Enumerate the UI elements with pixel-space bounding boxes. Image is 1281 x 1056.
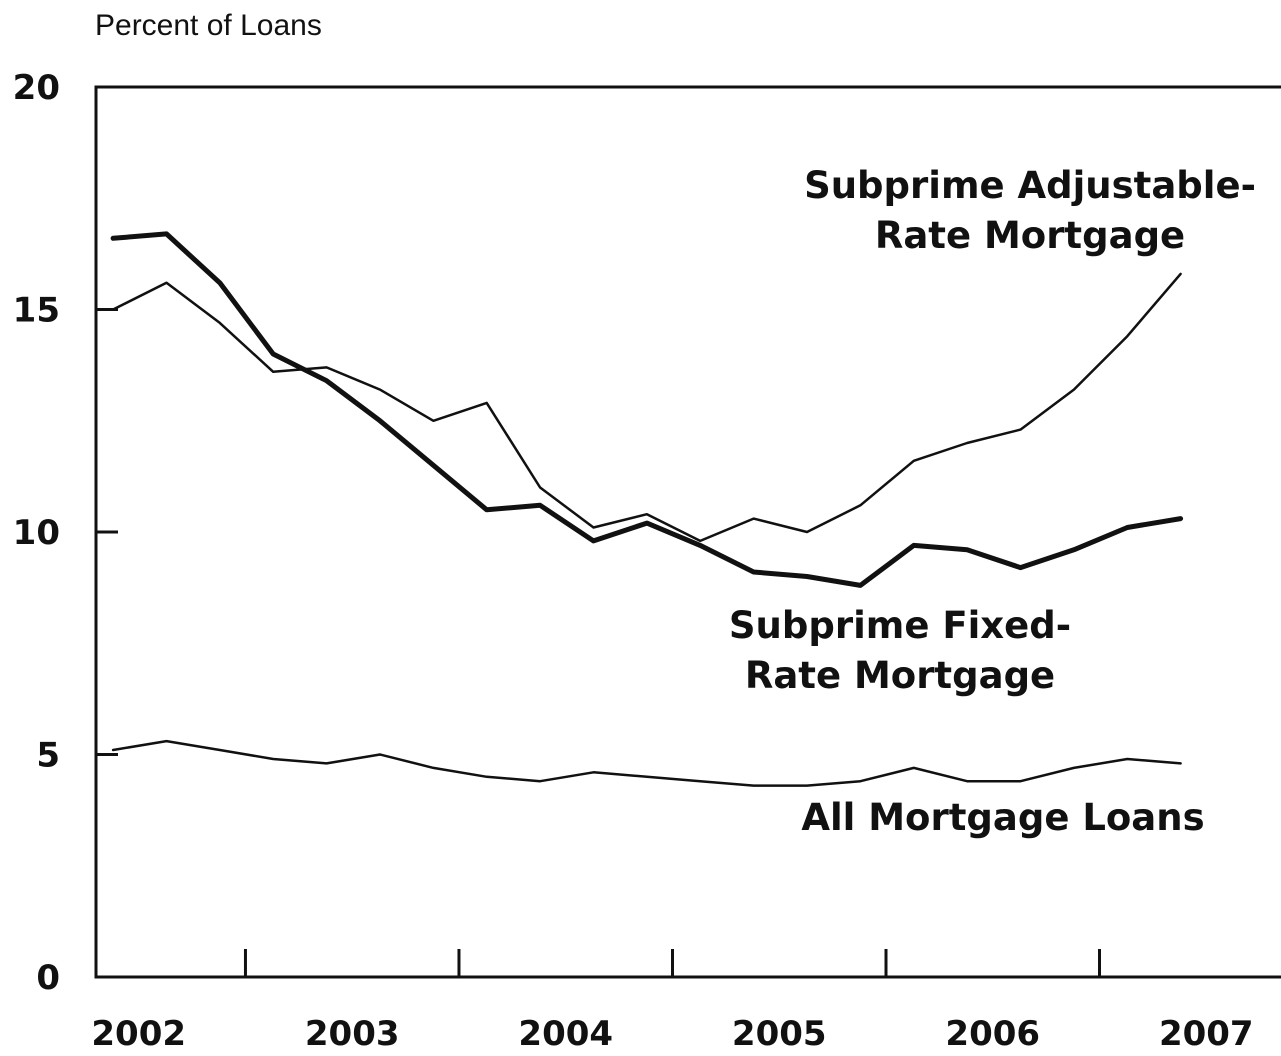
y-axis-ticks: 0 5 10 15 20: [13, 68, 118, 998]
x-tick-label: 2003: [305, 1014, 400, 1054]
series-line-0: [111, 272, 1182, 543]
series-annotation-0: Rate Mortgage: [875, 214, 1185, 257]
series-annotation-2: All Mortgage Loans: [801, 796, 1204, 839]
y-axis-label: Percent of Loans: [95, 9, 322, 42]
y-tick-label: 20: [13, 68, 60, 108]
series-line-2: [111, 739, 1182, 787]
x-tick-label: 2004: [518, 1014, 613, 1054]
series-lines: [110, 231, 1184, 787]
series-annotations: Subprime Adjustable- Rate Mortgage Subprim…: [729, 164, 1256, 839]
x-tick-label: 2005: [732, 1014, 827, 1054]
y-tick-label: 10: [13, 513, 60, 553]
x-axis-ticks: 2002 2003 2004 2005 2006 2007: [91, 949, 1254, 1054]
x-tick-label: 2007: [1159, 1014, 1254, 1054]
series-line-1: [110, 231, 1184, 588]
series-annotation-1: Rate Mortgage: [745, 654, 1055, 697]
series-annotation-1: Subprime Fixed-: [729, 604, 1071, 647]
x-tick-label: 2006: [945, 1014, 1040, 1054]
y-tick-label: 0: [36, 958, 60, 998]
series-annotation-0: Subprime Adjustable-: [804, 164, 1256, 207]
y-tick-label: 15: [13, 291, 60, 331]
x-tick-label: 2002: [91, 1014, 186, 1054]
y-tick-label: 5: [36, 736, 60, 776]
